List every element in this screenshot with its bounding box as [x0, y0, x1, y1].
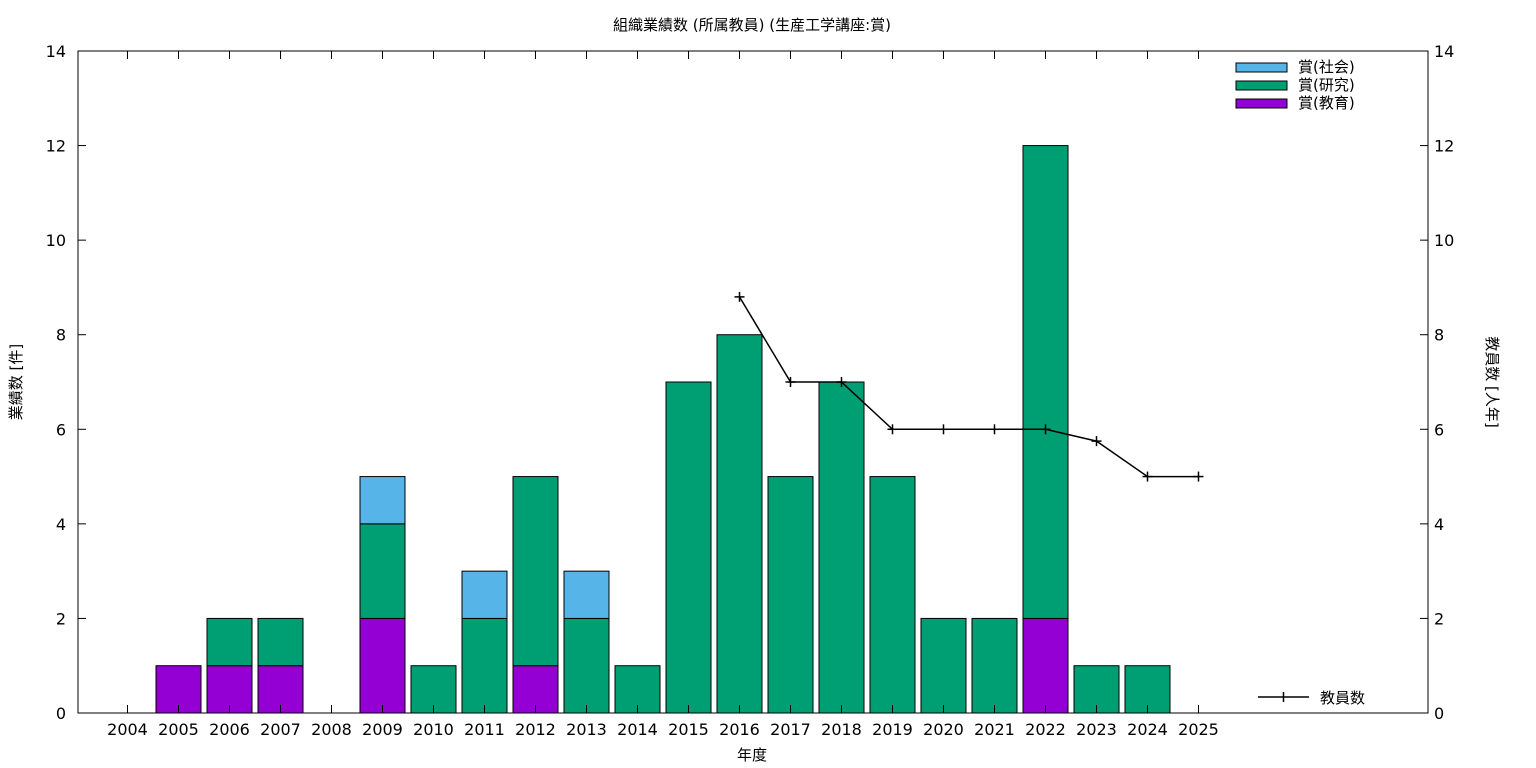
y-tick-label: 14 — [46, 42, 66, 61]
line-series-point — [938, 424, 949, 435]
legend-swatch — [1235, 62, 1288, 73]
line-series-point — [1193, 471, 1204, 482]
bar-2006-s1 — [206, 617, 253, 667]
x-tick-label: 2017 — [770, 720, 811, 739]
bar-2011-s2 — [461, 570, 508, 619]
legend-label: 賞(教育) — [1298, 94, 1355, 112]
legend: 賞(社会)賞(研究)賞(教育) 教員数 — [1235, 58, 1365, 707]
x-tick-label: 2015 — [668, 720, 709, 739]
bar-2017-s1 — [767, 476, 814, 714]
x-tick-label: 2008 — [311, 720, 352, 739]
x-axis-label: 年度 — [737, 746, 767, 764]
chart-title: 組織業績数 (所属教員) (生産工学講座:賞) — [613, 16, 891, 34]
plot-frame — [77, 50, 1429, 714]
y2-tick-label: 14 — [1434, 42, 1454, 61]
y2-tick-label: 12 — [1434, 137, 1454, 156]
line-series-point — [989, 424, 1000, 435]
bar-2020-s1 — [920, 617, 967, 714]
y2-tick-label: 0 — [1434, 704, 1444, 723]
bar-2012-s1 — [512, 476, 559, 667]
line-series-point — [1142, 471, 1153, 482]
y-tick-label: 6 — [56, 420, 66, 439]
bar-2009-s0 — [359, 617, 406, 714]
line-layer — [734, 291, 1204, 482]
legend-swatch — [1235, 80, 1288, 91]
x-tick-label: 2011 — [464, 720, 505, 739]
x-tick-label: 2004 — [107, 720, 148, 739]
y-tick-label: 2 — [56, 609, 66, 628]
y2-tick-label: 10 — [1434, 231, 1454, 250]
x-tick-label: 2018 — [821, 720, 862, 739]
line-series-path — [738, 296, 1199, 478]
legend-swatch — [1235, 98, 1288, 109]
bar-2022-s1 — [1022, 145, 1069, 619]
line-series-point — [734, 291, 745, 302]
line-series-point — [1091, 436, 1102, 447]
x-tick-label: 2016 — [719, 720, 760, 739]
x-tick-label: 2020 — [923, 720, 964, 739]
x-tick-label: 2009 — [362, 720, 403, 739]
y-axis-label: 業績数 [件] — [7, 344, 25, 420]
y-tick-label: 4 — [56, 515, 66, 534]
x-tick-label: 2023 — [1076, 720, 1117, 739]
legend-line-label: 教員数 — [1320, 689, 1365, 707]
x-tick-label: 2014 — [617, 720, 658, 739]
x-tick-label: 2021 — [974, 720, 1015, 739]
bar-2013-s1 — [563, 617, 610, 714]
x-tick-label: 2007 — [260, 720, 301, 739]
bar-2013-s2 — [563, 570, 610, 619]
line-series-point — [1040, 424, 1051, 435]
line-series-point — [785, 377, 796, 387]
x-tick-label: 2006 — [209, 720, 250, 739]
bar-2022-s0 — [1022, 617, 1069, 714]
bar-2019-s1 — [869, 476, 916, 714]
y-tick-label: 0 — [56, 704, 66, 723]
x-tick-label: 2019 — [872, 720, 913, 739]
bar-2009-s1 — [359, 523, 406, 619]
line-series-point — [836, 377, 847, 387]
bar-2018-s1 — [818, 381, 865, 714]
bar-2021-s1 — [971, 617, 1018, 714]
bar-2009-s2 — [359, 476, 406, 525]
bars-layer — [155, 145, 1171, 714]
line-series-point — [887, 424, 898, 435]
y2-tick-label: 4 — [1434, 515, 1444, 534]
x-tick-label: 2005 — [158, 720, 199, 739]
x-tick-label: 2024 — [1127, 720, 1168, 739]
bar-2016-s1 — [716, 334, 763, 714]
y2-axis-label: 教員数 [人年] — [1483, 336, 1501, 427]
y-tick-label: 10 — [46, 231, 66, 250]
y2-tick-label: 2 — [1434, 609, 1444, 628]
bar-2015-s1 — [665, 381, 712, 714]
x-tick-label: 2022 — [1025, 720, 1066, 739]
legend-label: 賞(社会) — [1298, 58, 1355, 76]
bar-2007-s1 — [257, 617, 304, 667]
x-tick-label: 2025 — [1178, 720, 1219, 739]
axes-layer: 2004 2005 2006 2007 2008 2009 2010 2011 2012 2013… — [46, 42, 1455, 739]
bar-2011-s1 — [461, 617, 508, 714]
x-tick-label: 2010 — [413, 720, 454, 739]
y-tick-label: 8 — [56, 326, 66, 345]
y2-tick-label: 6 — [1434, 420, 1444, 439]
y2-tick-label: 8 — [1434, 326, 1444, 345]
x-tick-label: 2012 — [515, 720, 556, 739]
legend-label: 賞(研究) — [1298, 76, 1355, 94]
x-tick-label: 2013 — [566, 720, 607, 739]
y-tick-label: 12 — [46, 137, 66, 156]
